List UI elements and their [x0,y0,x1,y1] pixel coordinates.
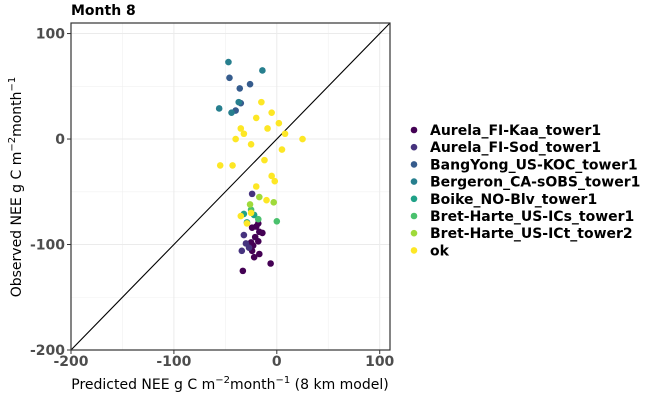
point-bret-harte-us-ict-tower2 [256,193,263,201]
point-bergeron-ca-sobs-tower1 [259,67,266,74]
legend-swatch [410,212,418,220]
x-axis-title-prefix: Predicted NEE g C m [71,377,215,393]
point-aurela-fi-kaa-tower1 [267,260,274,267]
point-aurela-fi-kaa-tower1 [247,239,255,246]
point-ok [243,220,251,227]
legend: Aurela_FI-Kaa_tower1Aurela_FI-Sod_tower1… [410,123,640,259]
legend-label: Bret-Harte_US-ICt_tower2 [430,226,633,242]
point-ok [229,162,236,169]
y-axis-title-sup2: −1 [7,77,18,92]
legend-label: Boike_NO-Blv_tower1 [430,192,597,208]
point-ok [299,135,306,143]
point-ok [247,209,255,217]
point-bangyong-us-koc-tower1 [246,80,254,88]
point-ok [240,130,248,138]
point-bergeron-ca-sobs-tower1 [215,105,223,112]
x-tick-label: -200 [53,354,88,370]
point-ok [258,98,265,106]
data-points [215,58,306,275]
point-bret-harte-us-ict-tower2 [270,199,278,206]
point-aurela-fi-kaa-tower1 [239,267,247,275]
legend-label: Bergeron_CA-sOBS_tower1 [430,175,640,191]
y-tick-label: -100 [30,238,65,254]
point-aurela-fi-sod-tower1 [240,231,248,239]
legend-label: BangYong_US-KOC_tower1 [430,157,638,173]
legend-label: ok [430,243,450,259]
legend-swatch [410,247,418,254]
legend-label: Aurela_FI-Kaa_tower1 [430,123,601,139]
point-ok [252,114,260,122]
point-aurela-fi-kaa-tower1 [251,233,259,241]
y-axis-title: Observed NEE g C m−2month−1 [7,77,25,298]
legend-label: Bret-Harte_US-ICs_tower1 [430,209,634,225]
x-axis-ticks: -200 -100 0 100 [53,350,395,370]
point-ok [247,141,255,148]
y-axis-ticks: -200 -100 0 100 [30,27,71,359]
point-ok [252,183,260,190]
point-aurela-fi-kaa-tower1 [256,250,263,258]
point-ok [281,130,289,138]
x-tick-label: 0 [272,354,282,370]
point-bangyong-us-koc-tower1 [236,85,244,92]
chart-title: Month 8 [71,3,136,19]
point-ok [268,172,275,180]
x-axis-title-suffix: (8 km model) [290,377,389,393]
x-tick-label: 100 [365,354,394,370]
point-aurela-fi-kaa-tower1 [248,224,256,231]
x-axis-title-sup2: −1 [275,375,290,386]
point-ok [271,177,279,185]
point-ok [278,146,286,153]
y-axis-title-sup1: −2 [7,137,18,152]
x-axis-title-mid: month [230,377,275,393]
point-bergeron-ca-sobs-tower1 [235,98,243,106]
point-ok [263,196,270,204]
point-bangyong-us-koc-tower1 [226,74,233,82]
point-ok [216,162,224,169]
point-ok [268,109,275,116]
x-tick-label: -100 [156,354,191,370]
point-bret-harte-us-ics-tower1 [254,215,262,223]
x-axis-title: Predicted NEE g C m−2month−1 (8 km model… [71,375,388,393]
point-ok [237,125,245,132]
legend-swatch [410,161,418,168]
point-ok [264,125,271,132]
point-aurela-fi-kaa-tower1 [250,253,258,261]
point-ok [261,156,268,164]
legend-swatch [410,229,418,237]
legend-swatch [410,126,418,134]
reference-line-group [70,22,391,351]
y-tick-label: 100 [36,27,65,43]
legend-swatch [410,178,418,185]
x-axis-title-sup1: −2 [215,375,230,386]
legend-label: Aurela_FI-Sod_tower1 [430,140,601,156]
legend-swatch [410,143,418,151]
point-bergeron-ca-sobs-tower1 [225,58,232,66]
point-bret-harte-us-ict-tower2 [246,201,254,208]
plot-border [70,22,391,351]
point-ok [237,212,245,220]
point-bergeron-ca-sobs-tower1 [228,109,235,116]
point-aurela-fi-kaa-tower1 [259,229,266,237]
legend-swatch [410,195,418,203]
point-aurela-fi-sod-tower1 [238,247,246,255]
point-aurela-fi-sod-tower1 [248,190,256,198]
y-tick-label: -200 [30,343,65,359]
point-ok [275,119,283,127]
one-to-one-line [70,22,391,351]
point-bret-harte-us-ics-tower1 [273,218,281,225]
y-axis-title-prefix: Observed NEE g C m [9,152,25,298]
point-ok [232,135,239,143]
y-tick-label: 0 [55,132,65,148]
y-axis-title-mid: month [9,91,25,136]
point-aurela-fi-sod-tower1 [245,244,253,251]
